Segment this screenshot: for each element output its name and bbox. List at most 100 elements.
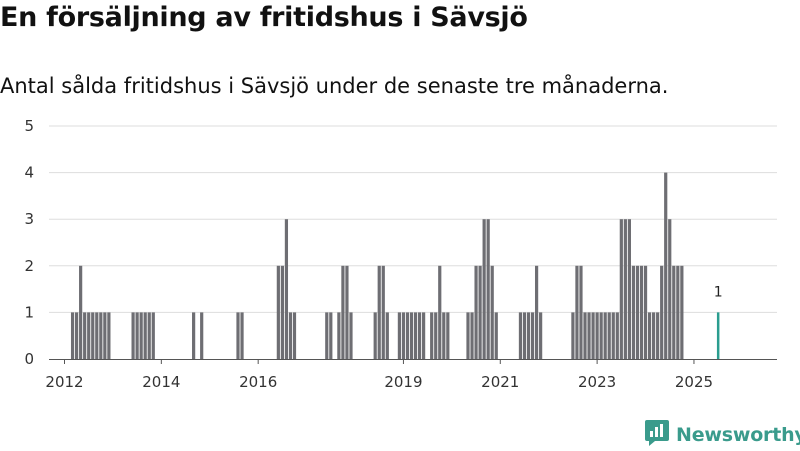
bar <box>292 312 297 359</box>
newsworthy-logo[interactable]: Newsworthy <box>644 419 800 451</box>
x-axis <box>49 359 777 364</box>
x-tick-label: 2014 <box>142 373 180 391</box>
bar <box>288 312 293 359</box>
bar <box>615 312 619 359</box>
bar <box>530 312 535 359</box>
bar <box>619 219 623 359</box>
bar <box>422 312 426 359</box>
bar <box>79 265 83 359</box>
bar <box>192 312 196 359</box>
bar <box>107 312 111 359</box>
bar <box>595 312 599 359</box>
x-tick-label: 2019 <box>384 373 422 391</box>
bar <box>417 312 422 359</box>
bar <box>70 312 75 359</box>
bar <box>583 312 587 359</box>
bar <box>611 312 615 359</box>
bar <box>486 219 490 359</box>
bar <box>381 265 385 359</box>
bar <box>87 312 91 359</box>
bar <box>652 312 656 359</box>
highlight-bar <box>716 312 720 359</box>
y-tick-label: 5 <box>24 117 34 135</box>
bar <box>656 312 660 359</box>
bar <box>490 265 494 359</box>
bar <box>672 265 676 359</box>
bar <box>680 265 684 359</box>
bar <box>147 312 151 359</box>
bar <box>349 312 353 359</box>
bar <box>329 312 333 359</box>
bar <box>91 312 95 359</box>
bar <box>639 265 644 359</box>
bar <box>377 265 381 359</box>
labels: 0 1 2 3 4 5 1 2012 2014 2016 2019 2021 2023 2025 <box>24 117 722 391</box>
bar <box>280 265 284 359</box>
bar <box>95 312 99 359</box>
x-tick-label: 2021 <box>481 373 519 391</box>
chart-subtitle: Antal sålda fritidshus i Sävsjö under de… <box>0 74 669 98</box>
bar <box>397 312 402 359</box>
bar <box>99 312 103 359</box>
highlight-data-label: 1 <box>714 284 723 300</box>
bar <box>131 312 135 359</box>
bar <box>75 312 79 359</box>
gridlines <box>49 125 777 313</box>
bar <box>446 312 450 359</box>
x-tick-label: 2016 <box>239 373 277 391</box>
bar <box>631 265 636 359</box>
x-tick-label: 2025 <box>675 373 713 391</box>
bar <box>200 312 204 359</box>
bar <box>385 312 389 359</box>
bar <box>151 312 155 359</box>
x-tick-label: 2012 <box>45 373 83 391</box>
bar <box>135 312 139 359</box>
bar <box>478 265 482 359</box>
bar <box>284 219 289 359</box>
bar <box>539 312 543 359</box>
bar <box>676 265 680 359</box>
y-tick-label: 3 <box>24 210 34 228</box>
bar <box>442 312 446 359</box>
bar <box>466 312 470 359</box>
bar <box>434 312 438 359</box>
x-tick-label: 2023 <box>578 373 616 391</box>
bar <box>664 172 668 359</box>
bar <box>103 312 107 359</box>
bar <box>571 312 575 359</box>
bar <box>526 312 531 359</box>
bar <box>603 312 607 359</box>
bar <box>373 312 377 359</box>
bar <box>430 312 434 359</box>
bar <box>591 312 595 359</box>
bar <box>482 219 486 359</box>
bar <box>341 265 345 359</box>
bar <box>579 265 583 359</box>
bar <box>240 312 244 359</box>
bar <box>401 312 406 359</box>
bar <box>623 219 627 359</box>
bar <box>474 265 478 359</box>
bar <box>522 312 527 359</box>
bar <box>587 312 591 359</box>
y-tick-label: 4 <box>24 164 34 182</box>
bar <box>599 312 603 359</box>
bar <box>534 265 539 359</box>
bar <box>575 265 579 359</box>
bar <box>325 312 329 359</box>
y-tick-label: 1 <box>24 303 34 321</box>
y-tick-label: 0 <box>24 350 34 368</box>
bar <box>405 312 410 359</box>
bar <box>607 312 611 359</box>
bar <box>337 312 341 359</box>
bar <box>143 312 147 359</box>
bar <box>236 312 240 359</box>
bar <box>139 312 143 359</box>
chart-title: En försäljning av fritidshus i Sävsjö <box>0 2 528 33</box>
bar <box>635 265 640 359</box>
bar <box>409 312 414 359</box>
bar <box>668 219 672 359</box>
bar-chart-speech-bubble-icon <box>644 419 670 451</box>
bar <box>627 219 631 359</box>
bar <box>413 312 418 359</box>
